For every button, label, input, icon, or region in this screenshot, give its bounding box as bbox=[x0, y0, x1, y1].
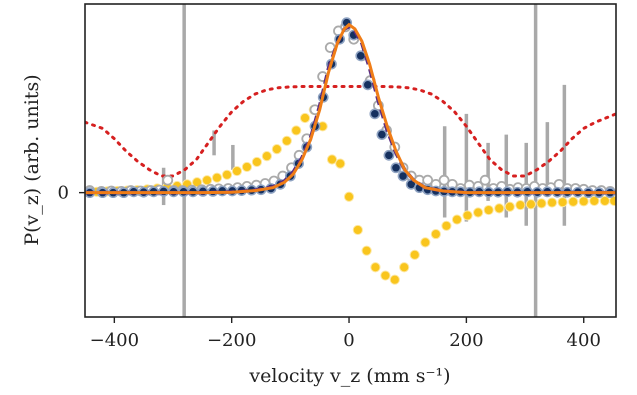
yellow-point bbox=[326, 154, 338, 165]
yellow-point bbox=[352, 224, 363, 236]
yellow-point bbox=[599, 195, 610, 207]
yellow-point bbox=[271, 143, 282, 155]
yellow-point bbox=[430, 228, 441, 240]
yellow-point bbox=[251, 156, 263, 168]
orange-curve bbox=[85, 22, 616, 195]
yellow-point bbox=[578, 196, 589, 207]
dark-point bbox=[369, 108, 381, 120]
yellow-point bbox=[546, 197, 558, 208]
plot-content bbox=[85, 4, 616, 317]
yellow-point bbox=[335, 158, 346, 169]
yellow-point bbox=[409, 249, 420, 260]
yellow-point bbox=[370, 262, 381, 273]
yellow-point bbox=[568, 196, 579, 207]
hollow-point bbox=[479, 174, 491, 186]
yellow-point bbox=[231, 165, 243, 177]
red-dotted-curve bbox=[85, 85, 616, 178]
yellow-point bbox=[589, 195, 600, 207]
plot-frame bbox=[84, 3, 617, 318]
y-axis-label: P(v_z) (arb. units) bbox=[21, 74, 43, 245]
yellow-point bbox=[609, 195, 616, 207]
dark-point bbox=[383, 149, 395, 161]
x-tick-label: 0 bbox=[343, 330, 354, 351]
yellow-point bbox=[361, 245, 372, 256]
yellow-point bbox=[281, 135, 292, 146]
yellow-point bbox=[299, 112, 311, 124]
yellow-point bbox=[389, 274, 400, 285]
yellow-point bbox=[211, 172, 223, 183]
yellow-point bbox=[221, 169, 233, 180]
yellow-point bbox=[504, 201, 515, 212]
yellow-point bbox=[473, 207, 484, 218]
y-tick-label: 0 bbox=[58, 183, 69, 204]
yellow-point bbox=[536, 198, 547, 209]
dark-point bbox=[376, 129, 388, 140]
yellow-point bbox=[399, 262, 410, 273]
clipped-series bbox=[85, 4, 616, 317]
dark-point bbox=[355, 50, 367, 62]
x-tick-label: −400 bbox=[90, 330, 139, 351]
axis-ticks: −400 −200 0 200 400 0 bbox=[58, 183, 601, 351]
dark-point bbox=[390, 162, 402, 174]
yellow-point bbox=[462, 210, 473, 221]
yellow-point bbox=[380, 270, 391, 281]
x-axis-label: velocity v_z (mm s⁻¹) bbox=[248, 365, 450, 387]
yellow-point bbox=[451, 214, 463, 225]
yellow-point bbox=[191, 177, 203, 188]
yellow-point bbox=[420, 237, 431, 248]
yellow-point bbox=[241, 161, 253, 173]
yellow-point bbox=[515, 199, 526, 211]
yellow-point bbox=[525, 199, 537, 210]
x-tick-label: 200 bbox=[449, 330, 483, 351]
yellow-point bbox=[557, 197, 568, 208]
yellow-point bbox=[201, 175, 213, 186]
yellow-point bbox=[343, 191, 355, 202]
dark-point bbox=[397, 170, 409, 182]
x-tick-label: 400 bbox=[567, 330, 601, 351]
yellow-point bbox=[441, 220, 452, 231]
yellow-point bbox=[483, 204, 494, 216]
dark-point bbox=[362, 79, 374, 91]
yellow-point bbox=[291, 125, 302, 136]
hollow-point bbox=[438, 174, 450, 186]
hollow-point bbox=[162, 174, 174, 186]
yellow-point bbox=[261, 151, 272, 162]
x-tick-label: −200 bbox=[207, 330, 256, 351]
yellow-point bbox=[494, 203, 505, 214]
